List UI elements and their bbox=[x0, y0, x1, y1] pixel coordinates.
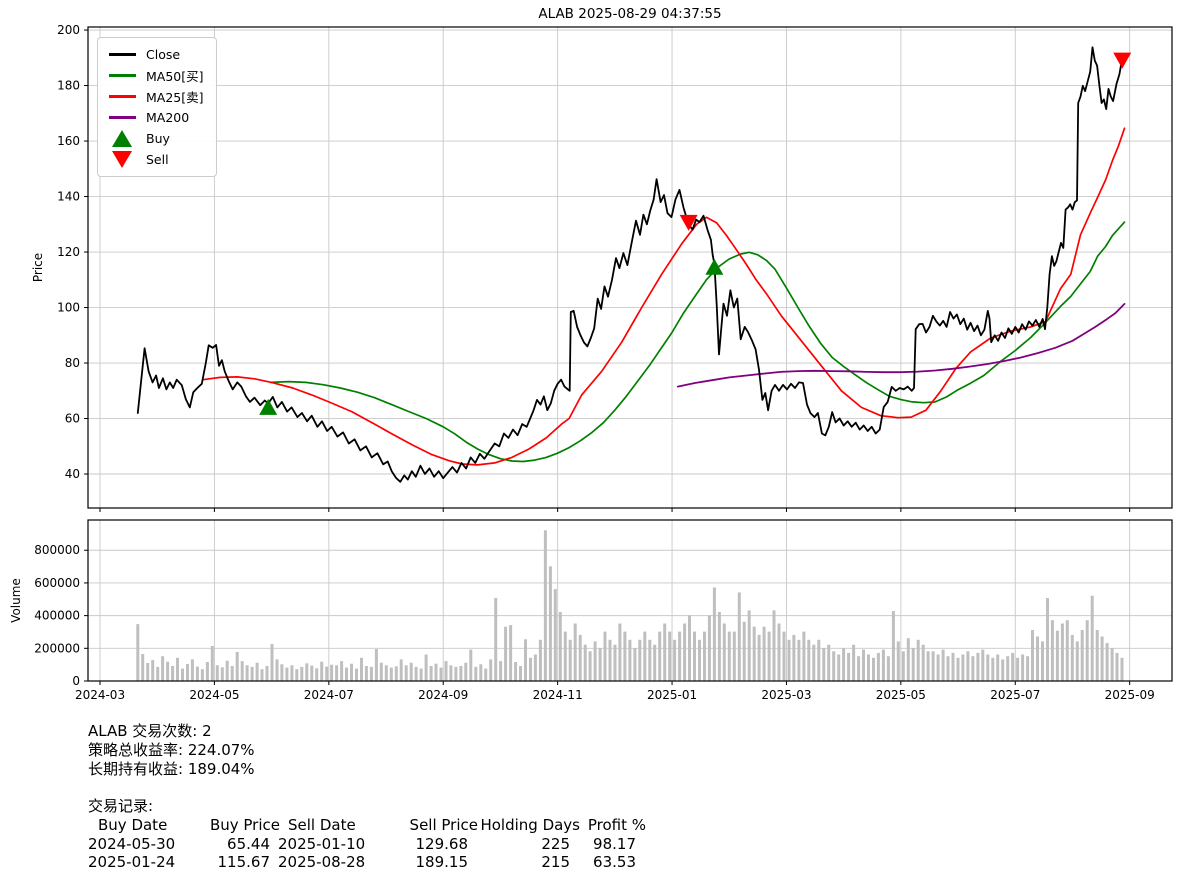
close-line bbox=[136, 46, 1124, 483]
price-tick-label: 40 bbox=[65, 467, 80, 481]
volume-bars bbox=[136, 530, 1124, 681]
x-tick-label: 2025-01 bbox=[647, 688, 697, 702]
price-tick-label: 100 bbox=[57, 301, 80, 315]
x-tick-label: 2024-05 bbox=[189, 688, 239, 702]
volume-tick-label: 800000 bbox=[34, 543, 80, 557]
legend-item-ma25: MA25[卖] bbox=[108, 87, 204, 106]
sell-marker bbox=[679, 214, 698, 231]
ma200-line bbox=[676, 302, 1126, 388]
trade-column-header: Buy Date bbox=[98, 816, 168, 834]
x-tick-label: 2025-09 bbox=[1105, 688, 1155, 702]
trade-cell: 2025-01-24 bbox=[88, 853, 176, 871]
price-axis-label: Price bbox=[31, 253, 45, 282]
trade-row: 2025-01-24 115.67 2025-08-28 189.15 215 63.53 bbox=[88, 853, 646, 872]
price-tick-label: 80 bbox=[65, 356, 80, 370]
price-tick-label: 200 bbox=[57, 23, 80, 37]
strategy-return-line: 策略总收益率: 224.07% bbox=[88, 741, 255, 759]
buy-triangle-icon bbox=[108, 130, 136, 147]
price-panel-border bbox=[87, 26, 1173, 509]
volume-panel-border bbox=[87, 519, 1173, 682]
sell-triangle-icon bbox=[108, 151, 136, 168]
x-tick-label: 2024-11 bbox=[533, 688, 583, 702]
price-tick-label: 140 bbox=[57, 190, 80, 204]
trade-column-header: Buy Price bbox=[209, 816, 280, 834]
legend-label: Close bbox=[146, 47, 181, 62]
trade-count-line: ALAB 交易次数: 2 bbox=[88, 722, 212, 740]
trade-cell: 2024-05-30 bbox=[88, 834, 176, 853]
ma50-line-swatch bbox=[108, 74, 136, 77]
volume-tick-label: 200000 bbox=[34, 641, 80, 655]
legend-label: Sell bbox=[146, 152, 169, 167]
legend-item-ma50: MA50[买] bbox=[108, 66, 204, 85]
volume-tick-label: 0 bbox=[72, 674, 80, 688]
trade-cell: 129.68 bbox=[415, 834, 469, 853]
sell-marker bbox=[1113, 52, 1132, 69]
buy-marker bbox=[259, 398, 278, 415]
trade-column-header: Holding Days bbox=[480, 816, 580, 834]
x-tick-label: 2025-05 bbox=[876, 688, 926, 702]
trade-column-header: Sell Price bbox=[409, 816, 478, 834]
ma25-line bbox=[202, 127, 1126, 466]
ma25-line-swatch bbox=[108, 95, 136, 98]
trade-column-header: Sell Date bbox=[288, 816, 356, 834]
legend-item-close: Close bbox=[108, 45, 204, 64]
legend-label: MA50[买] bbox=[146, 69, 204, 84]
spacer bbox=[88, 779, 646, 797]
strategy-stats: ALAB 交易次数: 2 策略总收益率: 224.07% 长期持有收益: 189… bbox=[88, 722, 646, 872]
volume-tick-label: 600000 bbox=[34, 576, 80, 590]
legend-label: MA200 bbox=[146, 110, 190, 125]
ma200-line-swatch bbox=[108, 116, 136, 119]
trade-cell: 63.53 bbox=[593, 853, 636, 871]
trade-cell: 189.15 bbox=[415, 853, 469, 871]
trade-column-header: Profit % bbox=[587, 816, 646, 834]
trade-row: 2024-05-30 65.44 2025-01-10 129.68 225 98.17 bbox=[88, 835, 646, 854]
legend-item-buy: Buy bbox=[108, 129, 204, 148]
chart-title: ALAB 2025-08-29 04:37:55 bbox=[538, 6, 722, 22]
trade-cell: 225 bbox=[541, 834, 570, 853]
close-line-swatch bbox=[108, 53, 136, 56]
legend-item-ma200: MA200 bbox=[108, 108, 204, 127]
axis-ticks bbox=[84, 29, 1131, 685]
trade-cell: 65.44 bbox=[227, 834, 270, 853]
ma50-line bbox=[269, 221, 1126, 463]
trade-records-label: 交易记录: bbox=[88, 797, 154, 815]
x-tick-label: 2024-09 bbox=[418, 688, 468, 702]
x-tick-label: 2024-07 bbox=[304, 688, 354, 702]
trade-cell: 2025-08-28 bbox=[278, 853, 366, 871]
price-tick-label: 180 bbox=[57, 79, 80, 93]
price-volume-chart: 2024-03 2024-05 2024-07 2024-09 2024-11 2025-… bbox=[9, 23, 1173, 702]
price-tick-label: 160 bbox=[57, 134, 80, 148]
legend: Close MA50[买] MA25[卖] MA200 Buy Sell bbox=[97, 37, 217, 177]
x-tick-label: 2025-07 bbox=[990, 688, 1040, 702]
price-tick-label: 120 bbox=[57, 245, 80, 259]
trade-cell: 215 bbox=[541, 853, 570, 871]
trade-cell: 98.17 bbox=[593, 834, 636, 853]
trade-cell: 2025-01-10 bbox=[278, 834, 366, 853]
legend-label: MA25[卖] bbox=[146, 90, 204, 105]
trade-table-header: Buy Date Buy Price Sell Date Sell Price Hold… bbox=[88, 816, 646, 835]
x-tick-label: 2024-03 bbox=[75, 688, 125, 702]
buy-marker bbox=[705, 258, 724, 275]
volume-tick-label: 400000 bbox=[34, 609, 80, 623]
trade-records-table: Buy Date Buy Price Sell Date Sell Price Hold… bbox=[88, 816, 646, 872]
legend-item-sell: Sell bbox=[108, 150, 204, 169]
trade-cell: 115.67 bbox=[217, 853, 271, 871]
price-tick-label: 60 bbox=[65, 412, 80, 426]
axis-tick-labels: 2024-03 2024-05 2024-07 2024-09 2024-11 2025-… bbox=[34, 23, 1155, 702]
hold-return-line: 长期持有收益: 189.04% bbox=[88, 760, 255, 778]
volume-axis-label: Volume bbox=[9, 578, 23, 623]
legend-label: Buy bbox=[146, 131, 170, 146]
x-tick-label: 2025-03 bbox=[761, 688, 811, 702]
